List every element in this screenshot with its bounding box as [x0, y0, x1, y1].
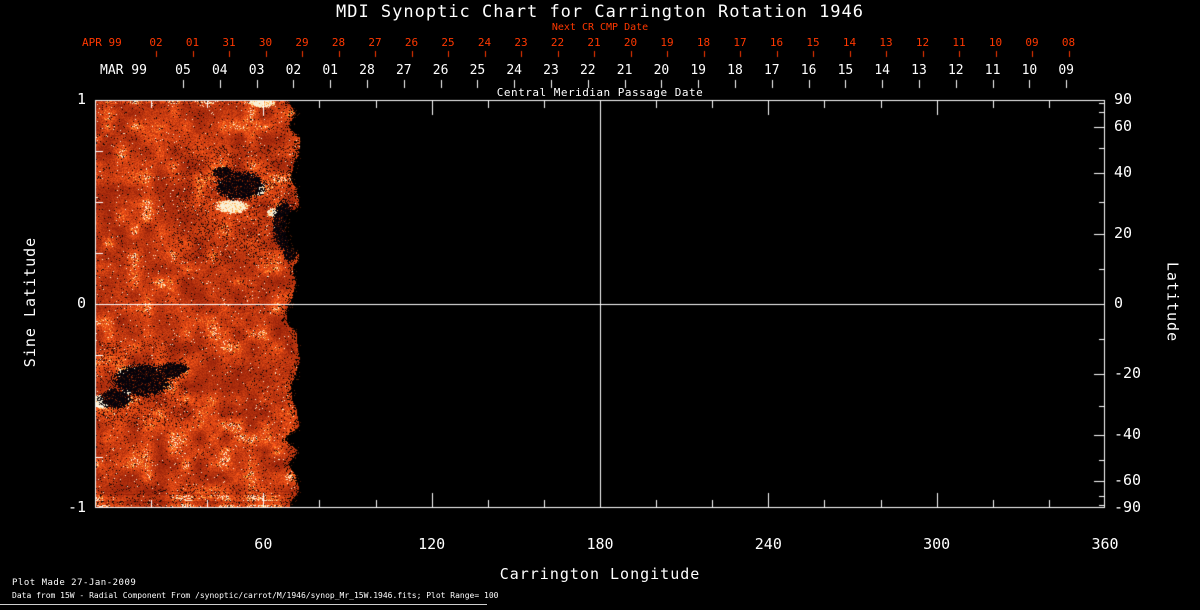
top-white-date-label: 12 [947, 63, 964, 78]
top-white-date-label: 28 [359, 63, 375, 78]
top-red-date-label: 18 [696, 36, 711, 49]
top-red-date-label: 26 [404, 36, 419, 49]
red-month-label: APR 99 [82, 36, 122, 49]
white-month-label: MAR 99 [100, 63, 147, 78]
top-red-date-label: 16 [769, 36, 784, 49]
top-red-date-label: 24 [477, 36, 492, 49]
x-tick-label: 240 [754, 535, 782, 553]
y-right-tick-label: 60 [1114, 117, 1133, 136]
top-white-date-label: 04 [211, 63, 228, 78]
top-white-date-label: 02 [285, 63, 302, 78]
y-right-tick-label: 40 [1114, 162, 1133, 181]
top-red-date-label: 25 [441, 36, 455, 49]
left-axis-title: Sine Latitude [20, 236, 39, 368]
top-red-date-label: 22 [550, 36, 565, 49]
top-white-date-label: 01 [322, 63, 339, 78]
top-white-date-label: 25 [469, 63, 486, 78]
y-left-tick-label: 0 [76, 294, 86, 312]
top-red-date-label: 31 [222, 36, 236, 49]
top-red-date-label: 02 [149, 36, 163, 49]
top-white-date-label: 10 [1021, 63, 1038, 78]
footer-plot-made: Plot Made 27-Jan-2009 [12, 578, 137, 588]
top-white-date-label: 13 [911, 63, 927, 78]
top-white-date-label: 15 [837, 63, 854, 78]
y-left-tick-label: 1 [76, 90, 86, 108]
top-red-date-label: 28 [331, 36, 346, 49]
y-right-tick-label: -60 [1114, 470, 1142, 489]
top-white-date-label: 26 [432, 63, 449, 78]
footer-rule [0, 604, 487, 605]
next-cr-cmp-label: Next CR CMP Date [551, 22, 649, 33]
top-white-date-label: 27 [395, 63, 412, 78]
y-left-tick-label: -1 [67, 498, 86, 516]
top-white-date-label: 23 [543, 63, 559, 78]
x-tick-label: 360 [1091, 535, 1119, 553]
x-tick-label: 60 [254, 535, 273, 553]
cmp-axis-title: Central Meridian Passage Date [496, 86, 704, 99]
top-red-date-label: 09 [1025, 36, 1039, 49]
top-white-date-label: 24 [506, 63, 523, 78]
y-right-tick-label: -40 [1114, 425, 1142, 444]
y-right-tick-label: 20 [1114, 224, 1133, 243]
top-red-date-label: 08 [1061, 36, 1076, 49]
top-red-date-label: 27 [368, 36, 382, 49]
footer-data-source: Data from 15W - Radial Component From /s… [12, 591, 499, 600]
top-red-date-label: 29 [295, 36, 309, 49]
top-white-date-label: 09 [1058, 63, 1075, 78]
top-white-date-label: 18 [727, 63, 743, 78]
bottom-axis-title: Carrington Longitude [499, 565, 701, 583]
x-tick-label: 180 [586, 535, 614, 553]
top-red-date-label: 13 [879, 36, 893, 49]
top-red-date-label: 11 [952, 36, 966, 49]
top-white-date-label: 17 [763, 63, 780, 78]
top-white-date-label: 20 [653, 63, 670, 78]
y-right-tick-label: -20 [1114, 363, 1142, 382]
top-white-date-label: 03 [248, 63, 265, 78]
page-title: MDI Synoptic Chart for Carrington Rotati… [335, 2, 865, 22]
x-tick-label: 300 [923, 535, 951, 553]
top-red-date-label: 14 [842, 36, 857, 49]
top-red-date-label: 10 [988, 36, 1003, 49]
top-red-date-label: 12 [915, 36, 930, 49]
y-right-tick-label: 0 [1114, 294, 1124, 312]
right-axis-title: Latitude [1163, 261, 1182, 343]
top-red-date-label: 30 [258, 36, 273, 49]
top-red-date-label: 19 [660, 36, 674, 49]
top-white-date-label: 05 [175, 63, 191, 78]
y-right-tick-label: 90 [1114, 90, 1133, 108]
top-white-date-label: 21 [616, 63, 633, 78]
x-tick-label: 120 [418, 535, 446, 553]
top-white-date-label: 11 [984, 63, 1001, 78]
top-white-date-label: 19 [690, 63, 707, 78]
top-white-date-label: 14 [874, 63, 891, 78]
top-red-date-label: 23 [514, 36, 528, 49]
top-red-date-label: 17 [733, 36, 747, 49]
top-red-date-label: 20 [623, 36, 638, 49]
top-white-date-label: 22 [579, 63, 596, 78]
top-red-date-label: 15 [806, 36, 820, 49]
top-white-date-label: 16 [800, 63, 817, 78]
top-red-date-label: 21 [587, 36, 601, 49]
y-right-tick-label: -90 [1114, 498, 1142, 516]
top-red-date-label: 01 [185, 36, 200, 49]
